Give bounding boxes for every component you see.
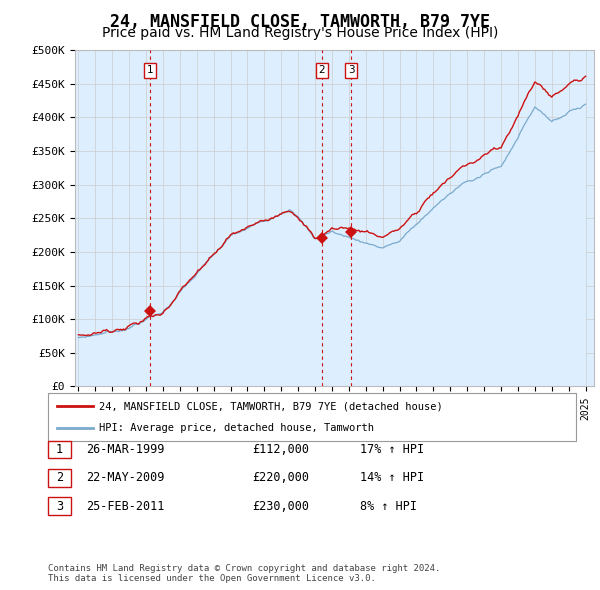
Text: Contains HM Land Registry data © Crown copyright and database right 2024.
This d: Contains HM Land Registry data © Crown c… bbox=[48, 563, 440, 583]
Text: £112,000: £112,000 bbox=[252, 443, 309, 456]
Text: 26-MAR-1999: 26-MAR-1999 bbox=[86, 443, 164, 456]
Text: 3: 3 bbox=[348, 65, 355, 76]
Text: HPI: Average price, detached house, Tamworth: HPI: Average price, detached house, Tamw… bbox=[99, 423, 374, 433]
Text: £230,000: £230,000 bbox=[252, 500, 309, 513]
Text: 2: 2 bbox=[56, 471, 63, 484]
Text: 3: 3 bbox=[56, 500, 63, 513]
Text: 22-MAY-2009: 22-MAY-2009 bbox=[86, 471, 164, 484]
Text: 25-FEB-2011: 25-FEB-2011 bbox=[86, 500, 164, 513]
Text: £220,000: £220,000 bbox=[252, 471, 309, 484]
Text: 8% ↑ HPI: 8% ↑ HPI bbox=[360, 500, 417, 513]
Text: 24, MANSFIELD CLOSE, TAMWORTH, B79 7YE (detached house): 24, MANSFIELD CLOSE, TAMWORTH, B79 7YE (… bbox=[99, 401, 443, 411]
Text: 24, MANSFIELD CLOSE, TAMWORTH, B79 7YE: 24, MANSFIELD CLOSE, TAMWORTH, B79 7YE bbox=[110, 13, 490, 31]
Text: 1: 1 bbox=[146, 65, 153, 76]
Text: 14% ↑ HPI: 14% ↑ HPI bbox=[360, 471, 424, 484]
Text: 17% ↑ HPI: 17% ↑ HPI bbox=[360, 443, 424, 456]
Text: 2: 2 bbox=[319, 65, 325, 76]
Text: Price paid vs. HM Land Registry's House Price Index (HPI): Price paid vs. HM Land Registry's House … bbox=[102, 26, 498, 40]
Text: 1: 1 bbox=[56, 443, 63, 456]
